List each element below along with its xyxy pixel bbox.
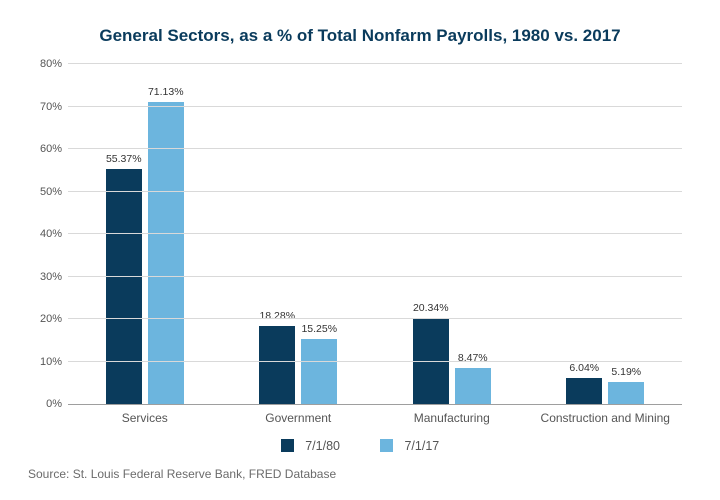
y-axis-tick-label: 50% [28,186,62,198]
gridline: 80% [68,63,682,64]
gridline: 50% [68,191,682,192]
legend-swatch-1 [380,439,393,452]
bar-groups: 55.37% 71.13% 18.28% 15.25% 20.34% [68,64,682,404]
legend-label-0: 7/1/80 [305,439,340,453]
legend-item-0: 7/1/80 [281,439,340,453]
bar-group: 20.34% 8.47% [375,64,529,404]
bar-value-label: 15.25% [301,323,337,335]
gridline: 10% [68,361,682,362]
bar-value-label: 20.34% [413,302,449,314]
bar-value-label: 5.19% [611,366,641,378]
legend-item-1: 7/1/17 [380,439,439,453]
bar-value-label: 55.37% [106,153,142,165]
gridline: 30% [68,276,682,277]
y-axis-tick-label: 30% [28,271,62,283]
bar-value-label: 18.28% [259,310,295,322]
x-axis-category-label: Manufacturing [375,405,529,425]
chart-container: General Sectors, as a % of Total Nonfarm… [0,0,720,500]
y-axis-tick-label: 40% [28,228,62,240]
legend: 7/1/80 7/1/17 [28,439,692,453]
chart-title: General Sectors, as a % of Total Nonfarm… [28,26,692,46]
gridline: 0% [68,403,682,404]
y-axis-tick-label: 0% [28,398,62,410]
bar-series-1: 5.19% [608,382,644,404]
legend-label-1: 7/1/17 [404,439,439,453]
legend-swatch-0 [281,439,294,452]
gridline: 70% [68,106,682,107]
y-axis-tick-label: 70% [28,101,62,113]
bar-group: 18.28% 15.25% [222,64,376,404]
x-axis-category-label: Services [68,405,222,425]
y-axis-tick-label: 20% [28,313,62,325]
gridline: 60% [68,148,682,149]
x-axis-labels: ServicesGovernmentManufacturingConstruct… [68,405,682,425]
bar-series-1: 8.47% [455,368,491,404]
x-axis-category-label: Construction and Mining [529,405,683,425]
x-axis-category-label: Government [222,405,376,425]
bar-series-1: 15.25% [301,339,337,404]
y-axis-tick-label: 10% [28,356,62,368]
y-axis-tick-label: 80% [28,58,62,70]
bar-group: 55.37% 71.13% [68,64,222,404]
gridline: 20% [68,318,682,319]
gridline: 40% [68,233,682,234]
bar-series-0: 6.04% [566,378,602,404]
bar-series-0: 18.28% [259,326,295,404]
y-axis-tick-label: 60% [28,143,62,155]
bar-group: 6.04% 5.19% [529,64,683,404]
source-text: Source: St. Louis Federal Reserve Bank, … [28,467,692,481]
plot-area: 55.37% 71.13% 18.28% 15.25% 20.34% [68,64,682,405]
bar-value-label: 71.13% [148,86,184,98]
bar-value-label: 6.04% [569,362,599,374]
bar-series-0: 55.37% [106,169,142,404]
bar-value-label: 8.47% [458,352,488,364]
